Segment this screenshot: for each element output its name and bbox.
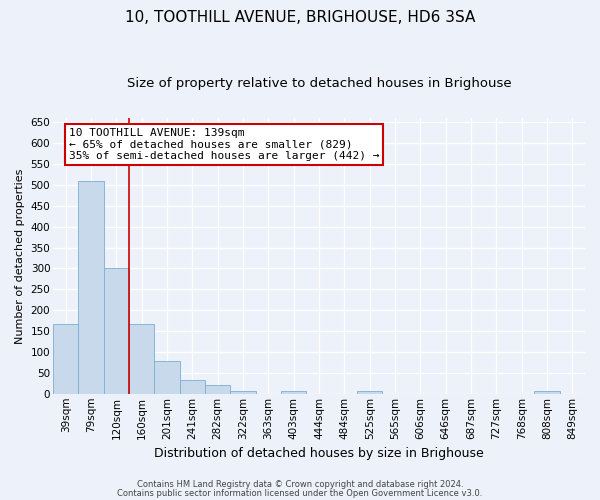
- Bar: [180, 380, 205, 394]
- Bar: [53, 324, 79, 394]
- Bar: [79, 180, 104, 394]
- Bar: [535, 391, 560, 394]
- Text: 10, TOOTHILL AVENUE, BRIGHOUSE, HD6 3SA: 10, TOOTHILL AVENUE, BRIGHOUSE, HD6 3SA: [125, 10, 475, 25]
- X-axis label: Distribution of detached houses by size in Brighouse: Distribution of detached houses by size …: [154, 447, 484, 460]
- Text: 10 TOOTHILL AVENUE: 139sqm
← 65% of detached houses are smaller (829)
35% of sem: 10 TOOTHILL AVENUE: 139sqm ← 65% of deta…: [69, 128, 380, 161]
- Text: Contains public sector information licensed under the Open Government Licence v3: Contains public sector information licen…: [118, 489, 482, 498]
- Text: Contains HM Land Registry data © Crown copyright and database right 2024.: Contains HM Land Registry data © Crown c…: [137, 480, 463, 489]
- Bar: [154, 361, 180, 394]
- Bar: [205, 386, 230, 394]
- Bar: [230, 391, 256, 394]
- Y-axis label: Number of detached properties: Number of detached properties: [15, 168, 25, 344]
- Bar: [357, 391, 382, 394]
- Title: Size of property relative to detached houses in Brighouse: Size of property relative to detached ho…: [127, 78, 511, 90]
- Bar: [281, 391, 307, 394]
- Bar: [104, 268, 129, 394]
- Bar: [129, 324, 154, 394]
